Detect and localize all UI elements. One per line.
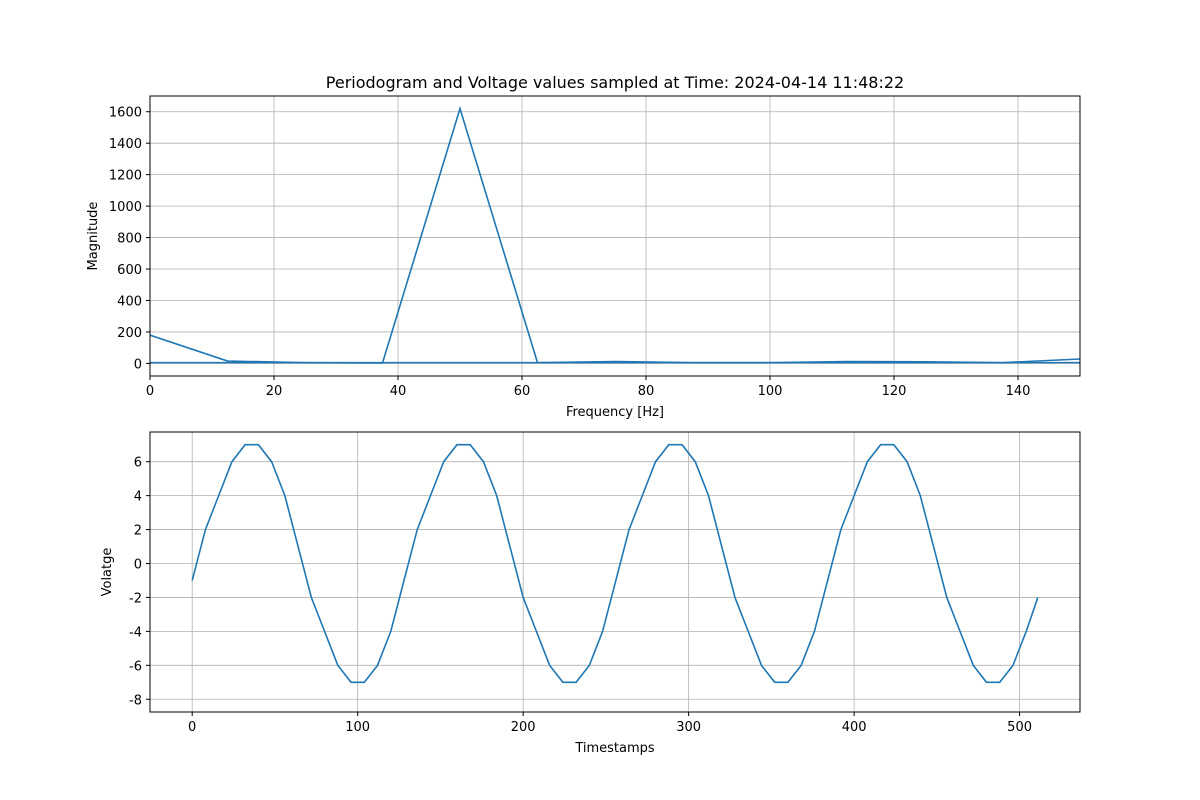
y-tick-label: 400 (117, 294, 142, 309)
y-tick-label: 600 (117, 263, 142, 278)
x-tick-label: 0 (146, 384, 154, 399)
x-tick-label: 0 (188, 720, 196, 735)
x-tick-label: 400 (842, 720, 867, 735)
y-axis-label: Magnitude (86, 202, 101, 271)
axes-frame (149, 95, 1081, 377)
y-tick-label: 1600 (109, 106, 142, 121)
x-tick-label: 140 (1006, 384, 1031, 399)
x-tick-label: 40 (390, 384, 407, 399)
x-tick-label: 500 (1007, 720, 1032, 735)
y-tick-label: 1400 (109, 137, 142, 152)
y-tick-label: -8 (129, 693, 142, 708)
chart-title: Periodogram and Voltage values sampled a… (326, 73, 904, 92)
y-tick-label: -2 (129, 591, 142, 606)
axes-frame (149, 431, 1081, 713)
y-tick-label: 0 (134, 558, 142, 573)
y-tick-label: 4 (134, 490, 142, 505)
y-tick-label: 6 (134, 456, 142, 471)
y-axis-label: Volatge (100, 548, 115, 597)
y-tick-label: -4 (129, 625, 142, 640)
x-tick-label: 80 (638, 384, 655, 399)
x-axis-label: Timestamps (574, 741, 655, 756)
y-tick-label: 2 (134, 524, 142, 539)
y-tick-label: 800 (117, 232, 142, 247)
x-axis-label: Frequency [Hz] (566, 405, 664, 420)
data-line (191, 443, 1039, 684)
x-tick-label: 300 (676, 720, 701, 735)
x-tick-label: 120 (882, 384, 907, 399)
y-tick-label: 0 (134, 357, 142, 372)
y-tick-label: 1000 (109, 200, 142, 215)
y-tick-label: 1200 (109, 169, 142, 184)
x-tick-label: 100 (345, 720, 370, 735)
y-tick-label: 200 (117, 326, 142, 341)
x-tick-label: 60 (514, 384, 531, 399)
y-tick-label: -6 (129, 659, 142, 674)
x-tick-label: 20 (266, 384, 283, 399)
x-tick-label: 200 (511, 720, 536, 735)
x-tick-label: 100 (758, 384, 783, 399)
